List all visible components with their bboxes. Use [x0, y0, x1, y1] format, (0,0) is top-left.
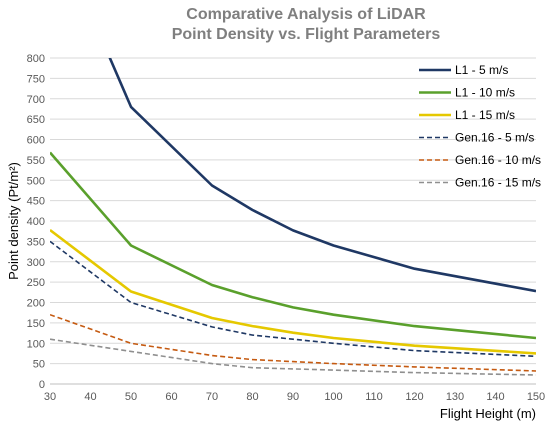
y-tick-label: 0	[39, 379, 45, 391]
legend-label: Gen.16 - 10 m/s	[455, 153, 541, 167]
x-tick-label: 150	[527, 391, 545, 403]
x-tick-label: 30	[44, 391, 56, 403]
x-tick-label: 90	[287, 391, 299, 403]
y-tick-label: 800	[27, 53, 45, 65]
y-tick-label: 400	[27, 216, 45, 228]
x-axis-label: Flight Height (m)	[440, 406, 536, 421]
y-tick-label: 300	[27, 257, 45, 269]
series-line-6	[50, 338, 536, 376]
x-tick-label: 50	[125, 391, 137, 403]
y-tick-label: 150	[27, 318, 45, 330]
y-tick-labels: 0 50 100 150 200 250 300 350 400 450 500 550 600 650 7…	[27, 53, 45, 391]
series-line-3	[50, 228, 536, 355]
y-tick-label: 750	[27, 73, 45, 85]
legend-label: L1 - 15 m/s	[455, 108, 515, 122]
x-tick-label: 110	[365, 391, 383, 403]
series-line-4	[50, 240, 536, 358]
y-tick-label: 50	[33, 359, 45, 371]
y-tick-label: 100	[27, 338, 45, 350]
chart-title-line-1: Comparative Analysis of LiDAR	[186, 6, 426, 23]
legend-label: L1 - 10 m/s	[455, 86, 515, 100]
series-line-2	[50, 151, 536, 340]
y-axis-label: Point density (Pt/m²)	[6, 162, 21, 280]
x-tick-label: 80	[246, 391, 258, 403]
legend-label: Gen.16 - 5 m/s	[455, 131, 534, 145]
chart-title-line-2: Point Density vs. Flight Parameters	[172, 26, 441, 43]
x-tick-label: 40	[84, 391, 96, 403]
x-tick-label: 140	[486, 391, 504, 403]
y-tick-label: 700	[27, 94, 45, 106]
series-line-5	[50, 313, 536, 372]
series-line-1	[108, 58, 536, 293]
series-lines	[50, 58, 536, 376]
y-tick-label: 350	[27, 236, 45, 248]
x-tick-label: 60	[165, 391, 177, 403]
y-tick-label: 600	[27, 135, 45, 147]
y-tick-label: 550	[27, 155, 45, 167]
legend-label: Gen.16 - 15 m/s	[455, 176, 541, 190]
x-tick-label: 70	[206, 391, 218, 403]
legend-label: L1 - 5 m/s	[455, 63, 508, 77]
y-tick-label: 200	[27, 298, 45, 310]
x-tick-label: 130	[446, 391, 464, 403]
x-tick-labels: 30 40 50 60 70 80 90 100 110 120 130 140 150	[44, 391, 545, 403]
y-tick-label: 500	[27, 175, 45, 187]
y-tick-label: 250	[27, 277, 45, 289]
legend: L1 - 5 m/s L1 - 10 m/s L1 - 15 m/s Gen.16 -…	[419, 63, 541, 190]
grid-lines	[50, 57, 536, 365]
y-tick-label: 450	[27, 196, 45, 208]
x-tick-label: 120	[405, 391, 423, 403]
x-tick-label: 100	[324, 391, 342, 403]
y-tick-label: 650	[27, 114, 45, 126]
